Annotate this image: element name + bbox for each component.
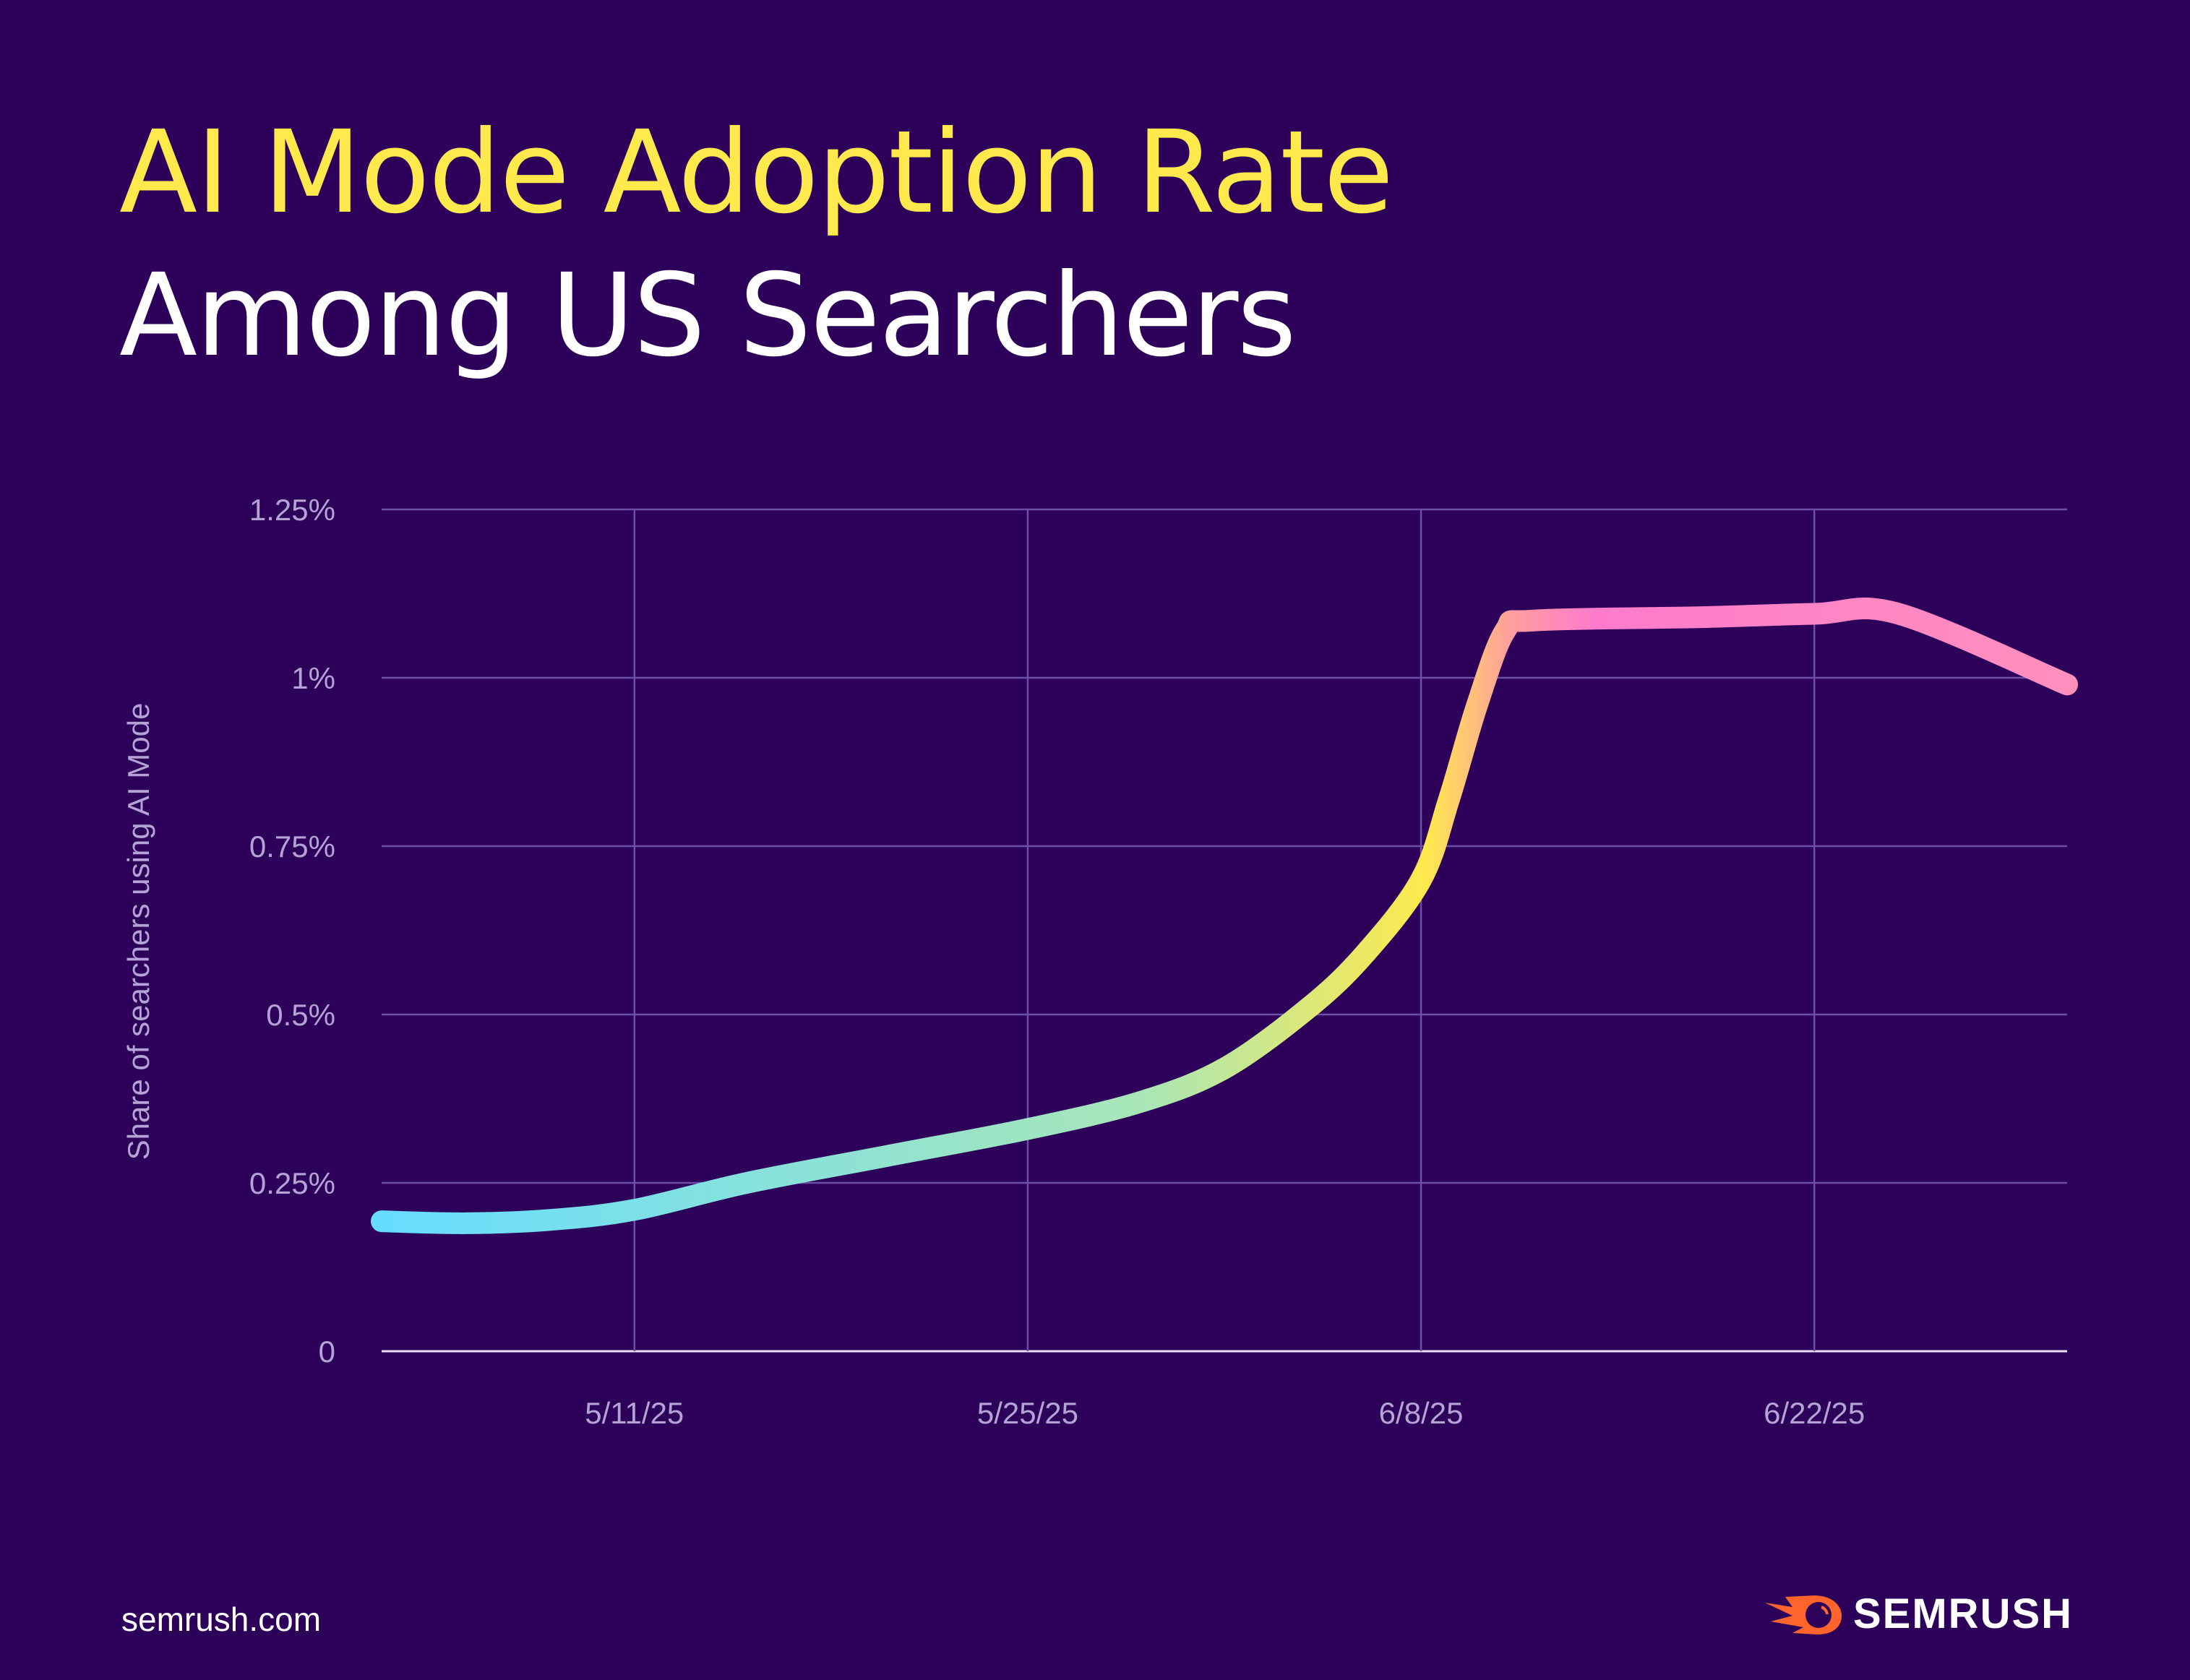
chart-title: AI Mode Adoption Rate: [119, 106, 1394, 239]
x-tick-label: 6/22/25: [1764, 1396, 1865, 1430]
grid: [382, 508, 2067, 1353]
semrush-logo: SEMRUSH: [1764, 1590, 2073, 1638]
footer-site: semrush.com: [121, 1601, 322, 1638]
x-tick-label: 5/11/25: [585, 1396, 684, 1430]
semrush-fireball-icon: [1765, 1595, 1842, 1634]
y-tick-label: 0.25%: [249, 1166, 335, 1200]
y-tick-label: 1.25%: [249, 493, 335, 527]
x-tick-label: 6/8/25: [1379, 1396, 1464, 1430]
y-axis-label: Share of searchers using AI Mode: [121, 703, 155, 1160]
y-tick-label: 0.75%: [249, 830, 335, 863]
x-tick-label: 5/25/25: [977, 1396, 1078, 1430]
tick-labels: 0 0.25% 0.5% 0.75% 1% 1.25% 5/11/25 5/25/25 6/8/…: [249, 493, 1865, 1430]
logo-text: SEMRUSH: [1853, 1590, 2074, 1637]
y-tick-label: 1%: [291, 661, 335, 695]
y-tick-label: 0.5%: [266, 998, 335, 1032]
chart-subtitle: Among US Searchers: [119, 249, 1297, 382]
y-tick-label: 0: [319, 1335, 335, 1369]
series-line: [371, 598, 2078, 1234]
